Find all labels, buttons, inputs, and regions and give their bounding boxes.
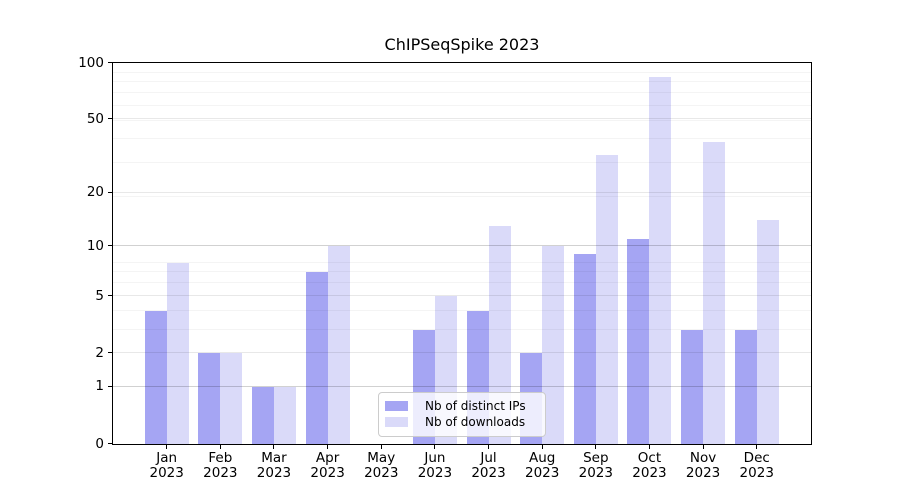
y-tick-mark	[108, 191, 112, 193]
y-tick-mark	[108, 118, 112, 120]
y-tick-label: 50	[86, 110, 104, 127]
x-tick-mark	[488, 445, 490, 449]
gridline	[113, 282, 811, 284]
bar-downloads-mar	[273, 386, 296, 444]
gridline	[113, 310, 811, 312]
bar-distinct-ips-jan	[144, 311, 167, 444]
gridline	[113, 295, 811, 297]
bar-distinct-ips-dec	[734, 329, 757, 444]
legend-label-downloads: Nb of downloads	[425, 415, 526, 429]
gridline	[113, 62, 811, 63]
plot-area	[112, 62, 812, 445]
bar-downloads-oct	[649, 77, 672, 444]
x-tick-label: Apr 2023	[310, 450, 345, 481]
y-tick-label: 2	[95, 344, 104, 361]
legend-entry-downloads: Nb of downloads	[385, 414, 545, 430]
bar-distinct-ips-oct	[627, 238, 650, 444]
gridline	[113, 81, 811, 83]
x-tick-mark	[756, 445, 758, 449]
legend-swatch-distinct-ips-icon	[385, 401, 408, 411]
bar-distinct-ips-apr	[305, 272, 328, 444]
gridline	[113, 261, 811, 263]
x-tick-label: Feb 2023	[203, 450, 238, 481]
legend-label-distinct-ips: Nb of distinct IPs	[425, 399, 526, 413]
x-tick-mark	[595, 445, 597, 449]
x-tick-mark	[327, 445, 329, 449]
x-tick-mark	[702, 445, 704, 449]
gridline	[113, 71, 811, 73]
x-tick-mark	[648, 445, 650, 449]
gridline	[113, 92, 811, 94]
y-tick-mark	[108, 62, 112, 63]
y-tick-mark	[108, 385, 112, 387]
y-tick-label: 0	[95, 435, 104, 452]
gridline	[113, 118, 811, 120]
x-tick-label: Jan 2023	[149, 450, 184, 481]
x-tick-label: Nov 2023	[685, 450, 721, 481]
x-tick-mark	[434, 445, 436, 449]
legend-entry-distinct-ips: Nb of distinct IPs	[385, 398, 545, 414]
gridline	[113, 271, 811, 273]
gridline	[113, 162, 811, 164]
x-tick-mark	[166, 445, 168, 449]
x-tick-label: Dec 2023	[739, 450, 774, 481]
gridline	[113, 195, 811, 197]
bar-distinct-ips-mar	[251, 386, 274, 444]
bar-distinct-ips-sep	[573, 253, 596, 444]
y-tick-label: 10	[86, 237, 104, 254]
legend: Nb of distinct IPs Nb of downloads	[378, 392, 546, 437]
bar-downloads-nov	[703, 141, 726, 444]
gridline	[113, 104, 811, 106]
x-tick-mark	[273, 445, 275, 449]
y-tick-mark	[108, 352, 112, 354]
x-tick-label: Jul 2023	[471, 450, 506, 481]
x-tick-label: Jun 2023	[417, 450, 453, 481]
bar-downloads-feb	[220, 353, 243, 444]
legend-swatch-downloads-icon	[385, 417, 408, 427]
gridline	[113, 138, 811, 140]
x-tick-label: Aug 2023	[524, 450, 560, 481]
y-tick-mark	[108, 443, 112, 444]
x-tick-mark	[380, 445, 382, 449]
x-tick-label: Oct 2023	[632, 450, 667, 481]
bar-downloads-jan	[166, 262, 189, 444]
bar-downloads-jul	[488, 226, 511, 444]
y-tick-label: 1	[95, 378, 104, 395]
gridline	[113, 245, 811, 247]
bar-downloads-apr	[327, 246, 350, 444]
x-tick-mark	[219, 445, 221, 449]
gridline	[113, 191, 811, 193]
bar-downloads-sep	[595, 155, 618, 444]
y-tick-mark	[108, 295, 112, 297]
x-tick-label: May 2023	[364, 450, 399, 481]
gridline	[113, 385, 811, 387]
gridline	[113, 352, 811, 354]
y-tick-label: 100	[78, 54, 104, 71]
bar-distinct-ips-feb	[198, 353, 221, 444]
y-tick-mark	[108, 245, 112, 247]
gridline	[113, 328, 811, 330]
x-tick-label: Mar 2023	[256, 450, 292, 481]
bar-downloads-aug	[542, 246, 565, 444]
bar-distinct-ips-nov	[681, 329, 704, 444]
x-tick-mark	[541, 445, 543, 449]
x-tick-label: Sep 2023	[578, 450, 613, 481]
y-tick-label: 20	[86, 184, 104, 201]
y-tick-label: 5	[95, 287, 104, 304]
bar-downloads-dec	[756, 220, 779, 444]
gridline	[113, 120, 811, 122]
chart-title: ChIPSeqSpike 2023	[384, 35, 540, 54]
